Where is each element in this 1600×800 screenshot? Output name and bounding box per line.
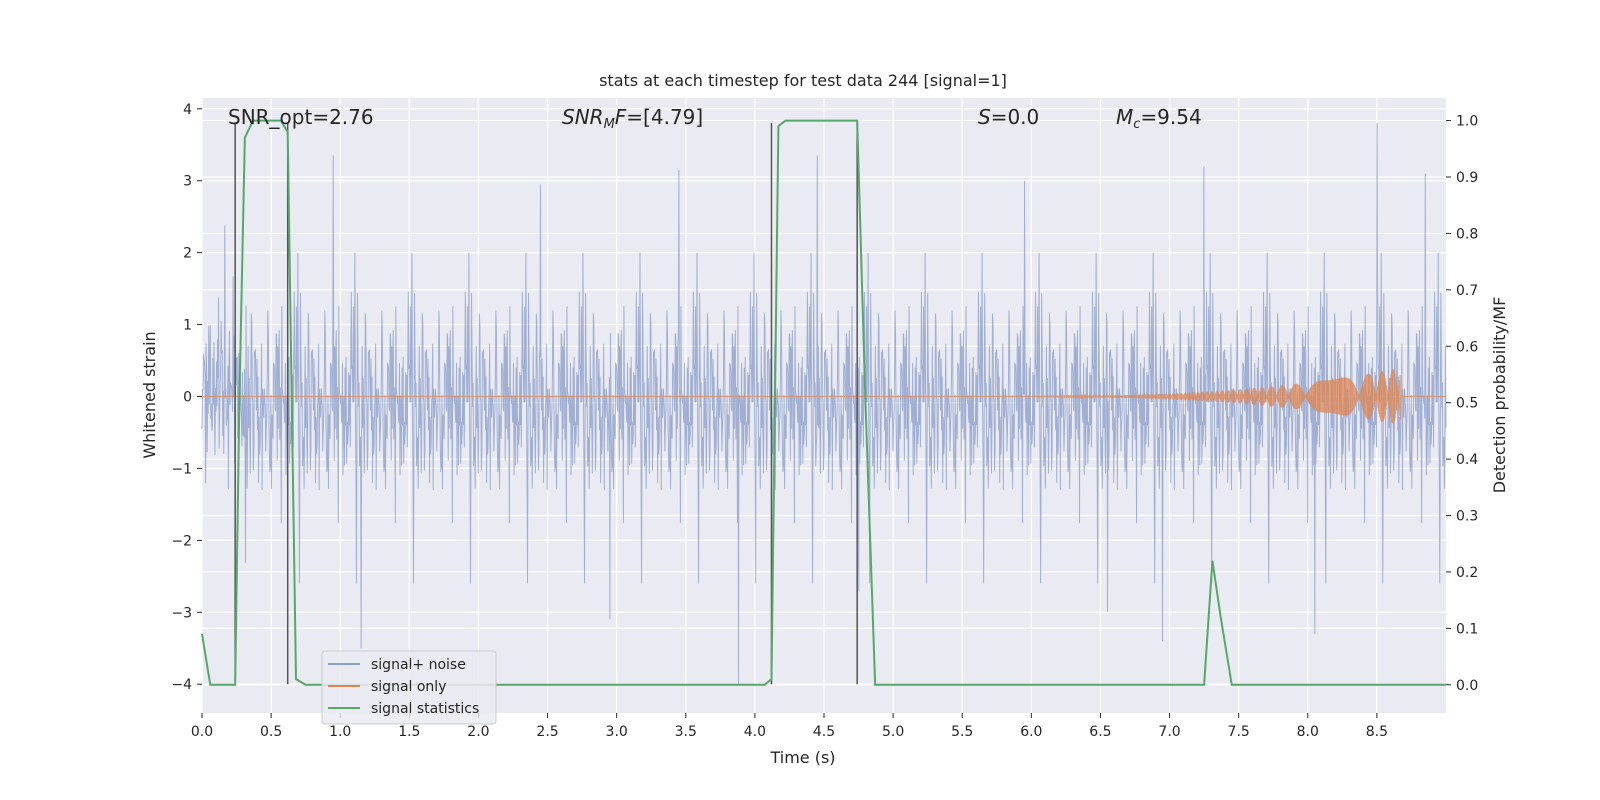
y-tick-label: 2 bbox=[183, 246, 192, 262]
x-tick-label: 4.0 bbox=[744, 724, 766, 740]
annotation-snr-mf: SNRMF=[4.79] bbox=[562, 105, 703, 132]
annotations: SNR_opt=2.76 SNRMF=[4.79] S=0.0 Mc=9.54 bbox=[228, 105, 1202, 132]
ticks: 0.0 0.5 1.0 1.5 2.0 2.5 3.0 3.5 4.0 4.5 5.0 5.5 6.0 6… bbox=[171, 102, 1478, 740]
annotation-mc: Mc=9.54 bbox=[1116, 105, 1202, 132]
y-tick-label: −2 bbox=[171, 533, 192, 549]
x-tick-label: 5.5 bbox=[951, 724, 973, 740]
y-axis-label: Whitened strain bbox=[140, 331, 159, 458]
series-signal-statistics bbox=[201, 119, 1446, 686]
y-tick-label: 4 bbox=[183, 102, 192, 118]
chirp-trace bbox=[202, 369, 1446, 424]
x-tick-label: 0.5 bbox=[260, 724, 282, 740]
vertical-markers bbox=[234, 123, 858, 685]
x-tick-label: 5.0 bbox=[882, 724, 904, 740]
y-right-tick-label: 0.5 bbox=[1456, 396, 1478, 412]
legend: signal+ noise signal only signal statist… bbox=[321, 650, 497, 725]
chart-title: stats at each timestep for test data 244… bbox=[599, 71, 1007, 90]
x-tick-label: 7.0 bbox=[1158, 724, 1180, 740]
x-tick-label: 1.5 bbox=[398, 724, 420, 740]
series-signal-only bbox=[202, 369, 1446, 424]
y-right-tick-label: 0.7 bbox=[1456, 283, 1478, 299]
x-tick-label: 1.0 bbox=[329, 724, 351, 740]
series-signal-plus-noise bbox=[201, 123, 1447, 685]
y-right-tick-label: 1.0 bbox=[1456, 114, 1478, 130]
x-axis-label: Time (s) bbox=[769, 748, 835, 767]
y-right-tick-label: 0.6 bbox=[1456, 339, 1478, 355]
x-tick-label: 3.0 bbox=[606, 724, 628, 740]
y-tick-label: −3 bbox=[171, 605, 192, 621]
x-tick-label: 2.0 bbox=[467, 724, 489, 740]
legend-box bbox=[321, 650, 497, 725]
annotation-s: S=0.0 bbox=[978, 105, 1039, 129]
y-tick-label: −4 bbox=[171, 677, 192, 693]
y-right-tick-label: 0.8 bbox=[1456, 226, 1478, 242]
x-tick-label: 7.5 bbox=[1228, 724, 1250, 740]
annotation-snr-opt: SNR_opt=2.76 bbox=[228, 105, 374, 129]
y-axis-right-label: Detection probability/MF bbox=[1490, 297, 1509, 494]
legend-label-signal-plus-noise: signal+ noise bbox=[371, 657, 466, 673]
y-tick-label: −1 bbox=[171, 461, 192, 477]
x-tick-label: 6.0 bbox=[1020, 724, 1042, 740]
y-right-tick-label: 0.2 bbox=[1456, 565, 1478, 581]
y-right-tick-label: 0.3 bbox=[1456, 509, 1478, 525]
x-tick-label: 6.5 bbox=[1089, 724, 1111, 740]
legend-label-signal-statistics: signal statistics bbox=[371, 701, 479, 717]
x-tick-label: 4.5 bbox=[813, 724, 835, 740]
y-right-tick-label: 0.1 bbox=[1456, 621, 1478, 637]
y-tick-label: 1 bbox=[183, 318, 192, 334]
y-tick-label: 3 bbox=[183, 174, 192, 190]
x-tick-label: 8.5 bbox=[1366, 724, 1388, 740]
y-right-tick-label: 0.9 bbox=[1456, 170, 1478, 186]
y-right-tick-label: 0.0 bbox=[1456, 678, 1478, 694]
noise-trace bbox=[201, 123, 1447, 685]
y-right-tick-label: 0.4 bbox=[1456, 452, 1478, 468]
x-tick-label: 2.5 bbox=[536, 724, 558, 740]
x-tick-label: 8.0 bbox=[1297, 724, 1319, 740]
x-tick-label: 0.0 bbox=[191, 724, 213, 740]
y-tick-label: 0 bbox=[183, 390, 192, 406]
x-tick-label: 3.5 bbox=[675, 724, 697, 740]
statistics-trace bbox=[201, 119, 1446, 686]
legend-label-signal-only: signal only bbox=[371, 679, 446, 695]
